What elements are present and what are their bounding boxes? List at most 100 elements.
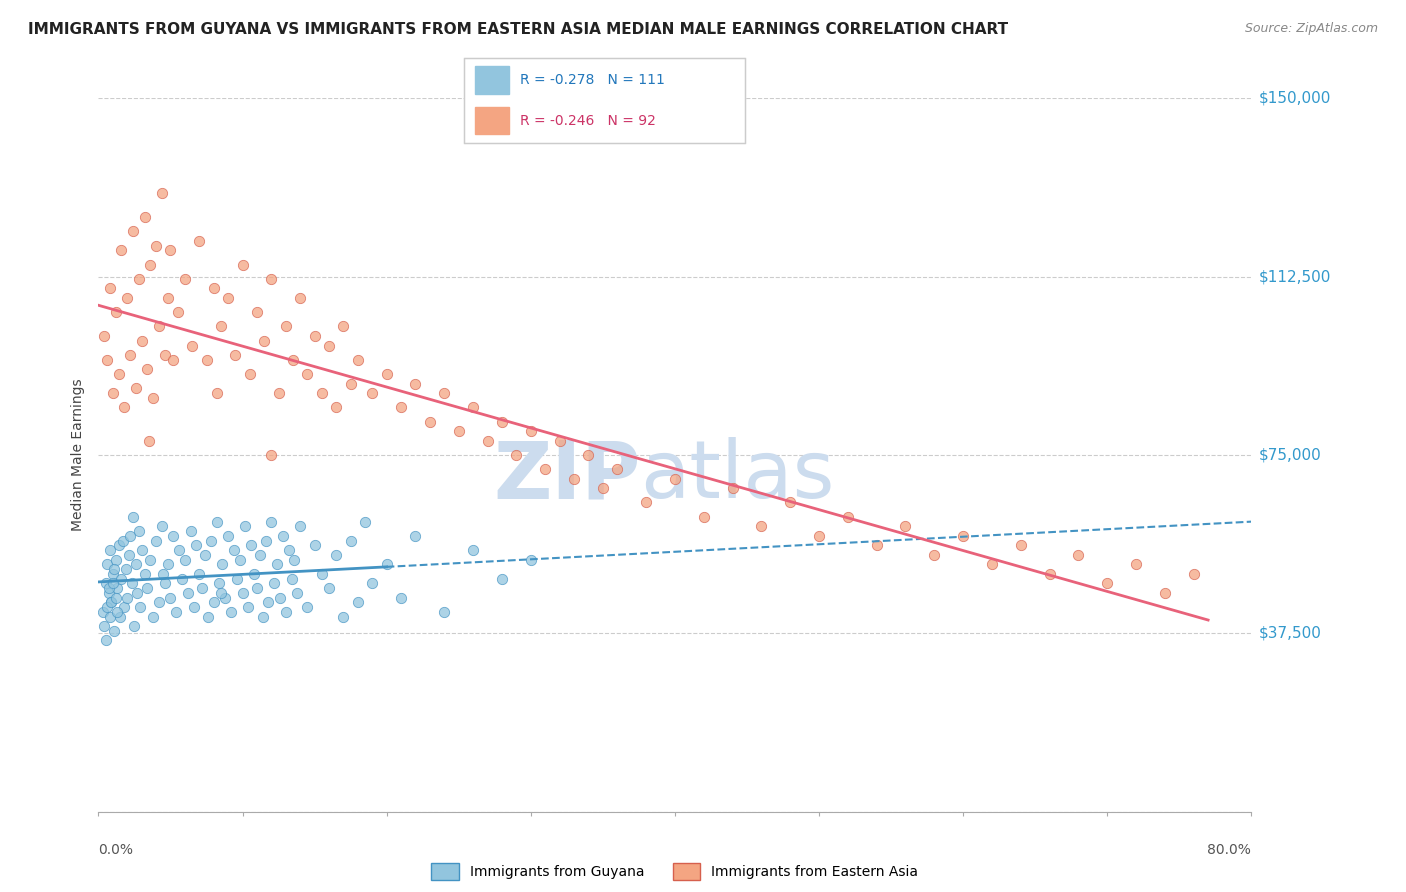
Text: ZIP: ZIP (494, 437, 640, 516)
Point (150, 519, 173, 533)
Point (148, 319, 170, 334)
Point (224, 348, 246, 362)
Point (214, 591, 236, 605)
Point (205, 515, 228, 529)
Point (100, 595, 122, 609)
Point (131, 334, 153, 348)
Point (257, 595, 280, 609)
Point (260, 272, 283, 286)
Point (209, 586, 232, 600)
Point (491, 572, 513, 586)
Point (562, 472, 585, 486)
Point (375, 367, 398, 381)
Text: $112,500: $112,500 (1258, 269, 1330, 284)
Point (274, 319, 297, 334)
Point (664, 472, 686, 486)
Point (491, 415, 513, 429)
Point (138, 434, 160, 448)
Point (228, 552, 250, 566)
Point (924, 548, 946, 562)
Point (186, 538, 208, 552)
Point (269, 591, 291, 605)
Point (267, 386, 290, 401)
Point (114, 562, 136, 576)
Point (636, 495, 658, 509)
Point (332, 319, 354, 334)
Point (217, 529, 239, 543)
Point (375, 558, 398, 572)
Point (177, 586, 200, 600)
Point (865, 538, 889, 552)
Point (105, 581, 128, 595)
Point (191, 581, 214, 595)
Point (97, 586, 120, 600)
Point (246, 305, 269, 319)
Point (108, 609, 131, 624)
Point (405, 376, 427, 391)
Point (200, 533, 222, 548)
Point (105, 605, 128, 619)
Point (121, 576, 143, 591)
Point (101, 386, 124, 401)
Point (205, 386, 228, 401)
Point (104, 305, 127, 319)
Point (981, 558, 1004, 572)
Point (280, 572, 302, 586)
Point (94, 633, 117, 648)
Point (254, 533, 277, 548)
Point (98, 543, 121, 558)
Point (592, 481, 614, 495)
Point (159, 244, 181, 258)
Point (271, 529, 294, 543)
Point (1125, 558, 1147, 572)
Point (111, 533, 134, 548)
Point (297, 600, 319, 615)
Point (153, 576, 176, 591)
Point (97, 581, 120, 595)
Point (128, 272, 150, 286)
Point (110, 572, 132, 586)
Point (129, 600, 152, 615)
Point (243, 566, 266, 581)
Point (231, 258, 254, 272)
Point (461, 401, 484, 415)
Point (281, 352, 304, 367)
Point (952, 529, 974, 543)
Point (120, 348, 142, 362)
Point (1038, 566, 1062, 581)
Point (136, 362, 159, 376)
Point (318, 338, 340, 352)
Point (332, 609, 354, 624)
Point (576, 448, 599, 462)
Point (807, 529, 830, 543)
Point (120, 529, 142, 543)
Point (107, 367, 129, 381)
Point (112, 401, 135, 415)
Point (104, 552, 127, 566)
Point (117, 591, 138, 605)
Point (1153, 586, 1175, 600)
Point (156, 291, 179, 305)
Point (290, 291, 312, 305)
Point (100, 595, 122, 609)
Point (1067, 548, 1090, 562)
Point (162, 529, 184, 543)
Point (1182, 566, 1205, 581)
Point (188, 566, 211, 581)
Point (260, 448, 283, 462)
Point (304, 538, 326, 552)
Point (125, 558, 148, 572)
Point (134, 566, 156, 581)
Point (208, 576, 231, 591)
Point (433, 386, 456, 401)
Point (91, 605, 114, 619)
Point (225, 572, 247, 586)
Point (174, 272, 197, 286)
Point (339, 533, 361, 548)
Point (145, 238, 167, 252)
Point (122, 509, 145, 524)
Point (134, 210, 156, 224)
Point (520, 552, 543, 566)
Point (159, 591, 181, 605)
Point (277, 543, 299, 558)
